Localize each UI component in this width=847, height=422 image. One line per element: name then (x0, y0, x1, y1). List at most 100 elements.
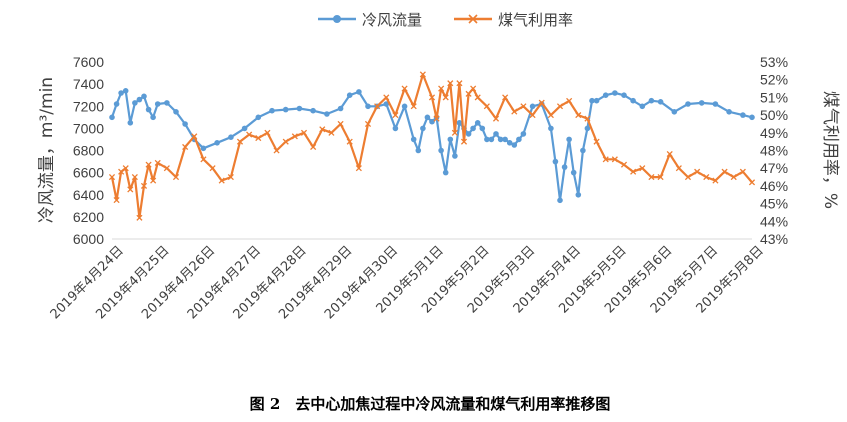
gas-utilization-point (442, 94, 449, 101)
gas-utilization-point (218, 177, 225, 184)
gas-utilization-point (401, 85, 408, 92)
airflow-point (145, 106, 152, 113)
airflow-point (740, 112, 746, 118)
airflow-point (452, 153, 458, 159)
gas-utilization-point (346, 138, 353, 145)
gas-utilization-point (684, 173, 692, 181)
gas-utilization-point (730, 173, 737, 181)
airflow-point (296, 105, 303, 112)
airflow-point (438, 147, 444, 154)
gas-utilization-point (328, 129, 335, 136)
airflow-point (255, 114, 262, 121)
y-right-tick-label: 53% (760, 54, 788, 70)
gas-utilization-point (666, 150, 673, 158)
gas-utilization-point (113, 197, 120, 204)
airflow-point (552, 158, 559, 165)
gas-utilization-point (122, 165, 129, 172)
y-right-tick-label: 45% (760, 196, 788, 212)
airflow-point (502, 136, 508, 143)
legend-item-airflow: 冷风流量 (318, 11, 422, 29)
gas-utilization-point (470, 85, 477, 92)
airflow-point (593, 97, 600, 104)
legend-gas-label: 煤气利用率 (498, 11, 573, 29)
x-axis: 2019年4月24日2019年4月25日2019年4月26日2019年4月27日… (48, 238, 767, 322)
gas-utilization-point (136, 214, 143, 221)
airflow-point (200, 145, 207, 152)
airflow-point (228, 134, 234, 140)
gas-utilization-point (182, 143, 189, 151)
airflow-point (127, 120, 134, 126)
airflow-point (712, 101, 719, 107)
gas-utilization-point (127, 186, 134, 193)
airflow-point (282, 106, 289, 113)
y-left-tick-label: 6400 (73, 187, 104, 203)
gas-utilization-point (246, 131, 253, 138)
airflow-point (529, 103, 536, 110)
airflow-point (214, 140, 220, 146)
airflow-point (648, 97, 655, 104)
airflow-point (401, 103, 408, 110)
gas-utilization-point (374, 103, 381, 110)
gas-utilization-point (492, 115, 500, 122)
airflow-point (488, 136, 495, 143)
gas-utilization-point (419, 71, 426, 78)
airflow-point (602, 92, 609, 98)
gas-utilization-point (529, 112, 536, 119)
gas-utilization-point (694, 168, 701, 175)
y-axis-right: 43% 44%45% 46% 47%48% 49% 50% 51%52% 53% (760, 54, 788, 247)
airflow-point (415, 147, 422, 154)
gas-utilization-point (712, 177, 719, 184)
gas-utilization-point (209, 165, 216, 172)
y-right-tick-label: 51% (760, 89, 788, 105)
series-airflow (109, 88, 755, 204)
airflow-point (424, 114, 431, 121)
y-right-tick-label: 48% (760, 143, 788, 159)
gas-utilization-point (310, 143, 317, 151)
gas-utilization-point (511, 108, 518, 115)
gas-utilization-point (611, 156, 618, 163)
airflow-point (580, 147, 586, 154)
legend-item-gas-utilization: 煤气利用率 (454, 11, 573, 29)
gas-utilization-point (140, 182, 148, 189)
airflow-point (173, 109, 179, 115)
gas-utilization-point (675, 165, 682, 172)
airflow-point (150, 114, 156, 121)
legend-gas-marker (468, 14, 478, 24)
gas-utilization-point (447, 80, 454, 87)
y-left-tick-label: 7200 (73, 98, 104, 114)
airflow-point (575, 192, 582, 198)
airflow-point (132, 100, 138, 106)
airflow-point (410, 136, 417, 143)
gas-utilization-point (172, 173, 180, 181)
airflow-point (356, 89, 362, 95)
y-axis-left: 6000 6200 6400 6600 6800 7000 7200 7400 7600 (73, 54, 104, 247)
y-left-tick-label: 7000 (73, 120, 104, 136)
airflow-point (589, 97, 595, 104)
gas-utilization-point (108, 173, 116, 181)
gas-utilization-point (337, 120, 344, 128)
y-right-tick-label: 47% (760, 160, 788, 176)
airflow-point (109, 114, 115, 121)
gas-utilization-point (451, 129, 458, 136)
gas-utilization-point (291, 133, 298, 140)
gas-utilization-point (460, 138, 468, 145)
gas-utilization-point (154, 159, 161, 166)
airflow-point (420, 125, 426, 132)
airflow-point (698, 100, 705, 106)
gas-utilization-point (657, 173, 664, 181)
gas-utilization-point (227, 173, 234, 181)
gas-utilization-point (273, 147, 280, 154)
gas-utilization-point (465, 90, 472, 97)
y-left-tick-label: 7400 (73, 76, 104, 92)
airflow-point (442, 169, 449, 176)
airflow-point (392, 125, 399, 132)
airflow-point (154, 101, 161, 107)
airflow-point (484, 136, 490, 143)
y-right-tick-label: 43% (760, 231, 788, 247)
airflow-point (516, 136, 522, 143)
airflow-point (497, 136, 504, 143)
y-right-tick-label: 46% (760, 178, 788, 194)
airflow-point (310, 107, 316, 114)
gas-utilization-point (163, 165, 170, 172)
